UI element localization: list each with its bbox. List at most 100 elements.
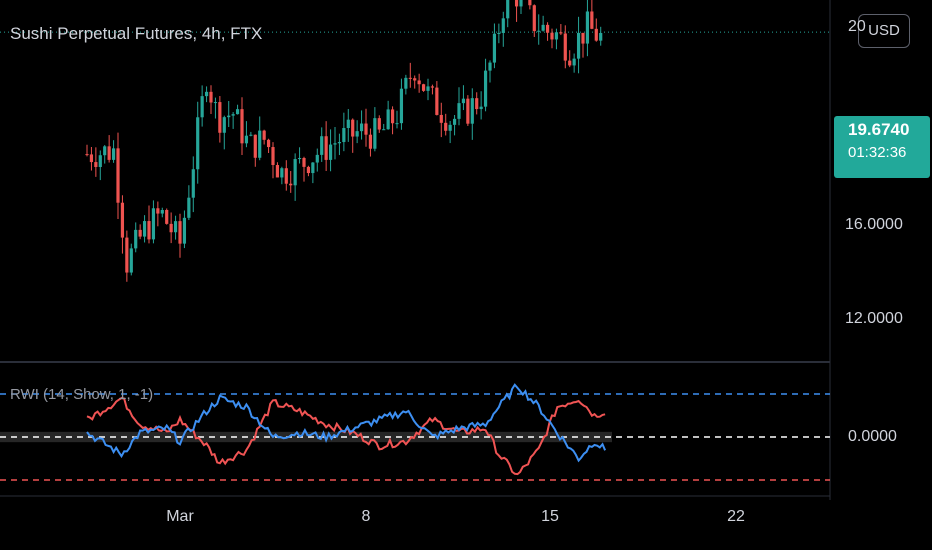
candle-body (196, 117, 200, 170)
candle-body (417, 80, 421, 85)
time-tick-label: 15 (541, 508, 559, 525)
price-tick-label: 12.0000 (845, 310, 903, 327)
candle-body (386, 109, 390, 130)
candle-body (554, 32, 559, 40)
candle-body (209, 91, 213, 103)
candle-body (235, 109, 240, 115)
candle-body (280, 168, 284, 178)
candle-body (501, 18, 505, 33)
candle-body (457, 103, 461, 119)
candle-body (430, 86, 435, 88)
candle-body (120, 202, 125, 238)
candle-body (244, 135, 249, 144)
candle-body (271, 147, 275, 166)
candle-body (537, 30, 541, 32)
candle-body (483, 70, 488, 107)
candle-body (293, 159, 297, 186)
candle-body (306, 166, 311, 174)
indicator-pane (0, 383, 830, 481)
candle-body (479, 106, 483, 110)
candle-body (142, 221, 147, 237)
candle-body (178, 221, 182, 244)
candle-body (514, 0, 519, 7)
last-price-tag: 19.6740 01:32:36 (834, 116, 930, 178)
candle-body (147, 221, 151, 240)
candle-body (160, 209, 164, 214)
candle-body (346, 119, 350, 129)
candle-body (492, 33, 497, 63)
candle-body (404, 77, 408, 89)
candle-body (302, 158, 306, 167)
candle-body (506, 0, 510, 19)
candle-body (125, 237, 129, 273)
candle-body (532, 5, 536, 32)
candle-body (231, 114, 235, 116)
candle-body (590, 11, 594, 29)
candle-body (452, 118, 457, 125)
candle-body (364, 123, 368, 135)
candle-body (488, 62, 492, 71)
candle-body (426, 86, 430, 91)
candle-body (545, 24, 550, 33)
candle-body (151, 208, 156, 240)
candle-body (227, 115, 231, 118)
price-tick-label: 16.0000 (845, 216, 903, 233)
candle-body (475, 98, 479, 110)
candle-body (461, 98, 466, 104)
candle-body (182, 217, 187, 244)
candle-body (377, 118, 381, 130)
candle-body (204, 91, 209, 97)
price-pane (0, 0, 830, 282)
currency-button[interactable]: USD (858, 14, 910, 48)
candle-body (497, 32, 501, 34)
candle-body (275, 165, 280, 178)
candle-body (85, 154, 89, 156)
candle-body (328, 144, 333, 160)
candle-body (89, 154, 94, 163)
indicator-label[interactable]: RWI (14, Show, 1, -1) (10, 386, 154, 403)
candle-body (519, 0, 523, 7)
candle-body (218, 102, 222, 133)
candle-body (413, 78, 417, 81)
candle-body (253, 134, 257, 158)
candle-body (470, 98, 474, 124)
candle-body (439, 114, 443, 123)
candle-body (311, 162, 315, 174)
candle-body (258, 130, 262, 158)
candle-body (213, 102, 218, 104)
candle-body (333, 143, 337, 145)
candle-body (222, 117, 226, 133)
candle-body (382, 129, 386, 131)
candle-body (315, 154, 319, 163)
candle-body (116, 148, 120, 203)
candle-body (368, 134, 373, 149)
price-tick-label: 20 (848, 18, 866, 35)
candle-body (572, 58, 576, 66)
candle-body (111, 148, 116, 160)
candle-body (563, 33, 567, 61)
candle-body (568, 60, 572, 66)
candle-body (559, 32, 563, 34)
candle-body (129, 248, 133, 273)
candle-body (466, 98, 470, 124)
candle-body (165, 209, 169, 224)
candle-body (284, 168, 288, 184)
last-price-value: 19.6740 (848, 120, 910, 139)
candle-body (528, 0, 532, 6)
candle-body (98, 155, 102, 167)
candle-body (324, 136, 328, 160)
candle-body (390, 109, 395, 124)
chart-title: Sushi Perpetual Futures, 4h, FTX (10, 24, 263, 43)
candle-body (395, 123, 399, 125)
candle-body (249, 134, 253, 136)
candle-body (435, 87, 439, 115)
candle-body (103, 146, 107, 156)
candle-body (289, 183, 293, 186)
candle-body (448, 124, 452, 131)
candle-body (355, 131, 359, 137)
candle-body (351, 119, 355, 137)
candle-body (156, 208, 160, 214)
candle-body (581, 32, 585, 44)
candle-body (138, 229, 142, 237)
candle-body (187, 197, 191, 218)
